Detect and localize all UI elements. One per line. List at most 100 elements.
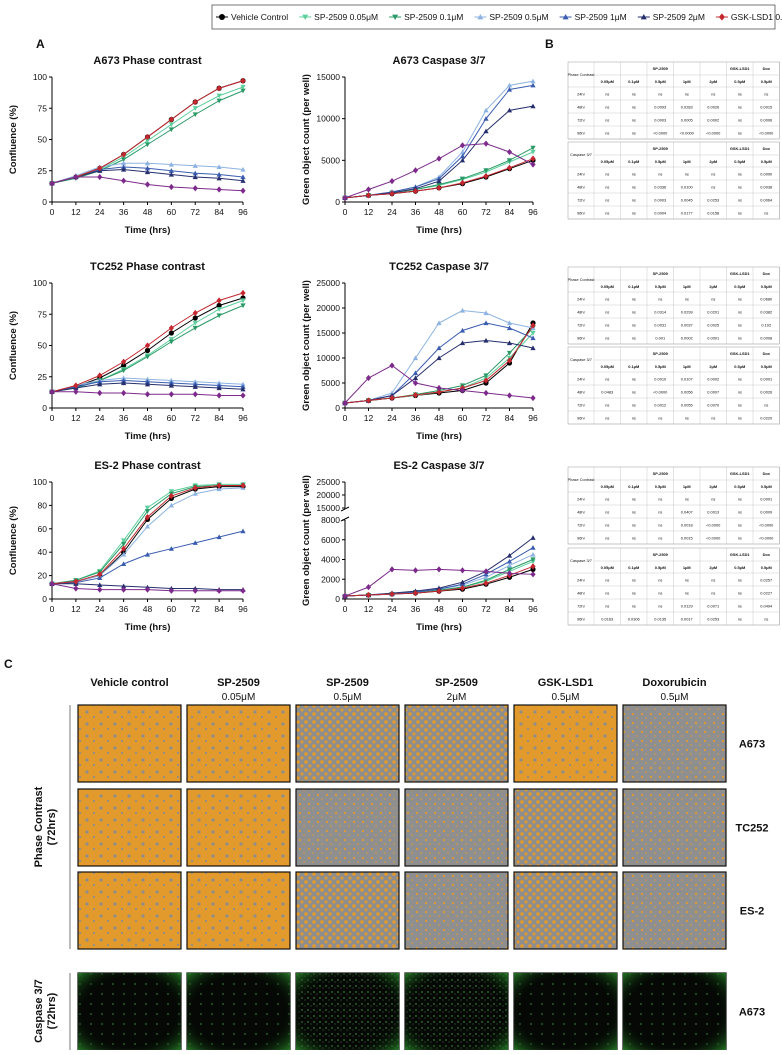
y-tick-label: 60 [38, 524, 48, 534]
marker [144, 509, 151, 514]
y-tick-label: 10000 [316, 114, 340, 124]
marker [121, 375, 127, 381]
table-group: GSK-LSD1 [730, 552, 751, 557]
micrograph [77, 871, 182, 950]
marker [192, 309, 198, 317]
table-column: 0.5μM [655, 364, 666, 369]
table-cell: 0.0177 [681, 211, 693, 216]
marker [365, 192, 372, 199]
marker [192, 484, 198, 491]
table-cell: 0.102 [761, 323, 771, 328]
marker [240, 178, 246, 183]
table-cell: ns [632, 497, 636, 502]
marker [240, 298, 246, 304]
table-group: Dox [763, 351, 771, 356]
table-cell: ns [632, 377, 636, 382]
table-row-label: 72hr [577, 403, 585, 408]
table-column: 0.5μM [734, 284, 745, 289]
table-cell: ns [738, 523, 742, 528]
table-border [567, 466, 780, 545]
marker [459, 567, 466, 574]
marker [144, 160, 151, 166]
x-tick-label: 36 [119, 413, 129, 423]
table-cell: 0.0314 [654, 310, 667, 315]
marker [168, 587, 174, 594]
table-cell: ns [685, 92, 689, 97]
table-column: 0.05μM [601, 565, 614, 570]
table-cell: ns [605, 172, 609, 177]
y-tick-label: 0 [42, 594, 47, 604]
table-cell: ns [738, 497, 742, 502]
marker [73, 173, 79, 181]
table-row-label: 48hr [577, 105, 585, 110]
table-cell: ns [632, 211, 636, 216]
marker [506, 567, 513, 572]
marker [121, 164, 127, 170]
y-tick-label: 10000 [316, 353, 340, 363]
marker [506, 107, 513, 113]
y-tick-label: 5000 [321, 378, 340, 388]
y-tick-label: 75 [38, 309, 48, 319]
marker [459, 307, 466, 313]
marker [506, 552, 513, 558]
table-cell: 0.0071 [707, 604, 719, 609]
marker [459, 387, 466, 394]
y-axis-label: Confluence (%) [8, 105, 19, 174]
table-column: 0.5μM [655, 284, 666, 289]
marker [436, 566, 442, 573]
table-cell: 0.0012 [654, 403, 666, 408]
x-tick-label: 48 [434, 413, 444, 423]
table-label: Caspase 3/7 [570, 357, 592, 362]
legend-label: SP-2509 1μM [575, 12, 627, 22]
marker [144, 138, 151, 144]
marker [192, 379, 198, 384]
x-axis-label: Time (hrs) [125, 622, 171, 633]
marker [436, 345, 442, 351]
marker [192, 163, 198, 168]
marker [168, 339, 174, 345]
marker [483, 568, 489, 575]
marker [192, 587, 198, 594]
table-cell: ns [738, 617, 742, 622]
table-cell: ns [711, 172, 715, 177]
x-tick-label: 72 [481, 413, 491, 423]
marker [168, 502, 174, 508]
table-cell: ns [632, 416, 636, 421]
marker [365, 584, 372, 591]
y-axis-label: Confluence (%) [8, 311, 19, 380]
table-cell: ns [738, 310, 742, 315]
table-cell: 0.0227 [760, 591, 772, 596]
table-cell: ns [658, 510, 662, 515]
marker [389, 394, 395, 402]
table-column: 1μM [683, 484, 691, 489]
y-tick-label: 15000 [316, 328, 340, 338]
x-axis-label: Time (hrs) [125, 431, 171, 442]
table-cell: 0.0025 [707, 323, 719, 328]
x-tick-label: 12 [364, 207, 374, 217]
table-cell: ns [711, 416, 715, 421]
column-dose: 2μM [447, 692, 467, 703]
table-column: 0.5μM [734, 484, 745, 489]
series-line [51, 530, 244, 585]
table-cell: ns [738, 118, 742, 123]
table-cell: 0.0002 [681, 336, 693, 341]
table-row-label: 72hr [577, 323, 585, 328]
marker [240, 84, 246, 90]
chart-title: ES-2 Phase contrast [94, 460, 201, 472]
legend-label: SP-2509 0.05μM [314, 12, 378, 22]
marker [97, 379, 103, 384]
table-cell: ns [658, 497, 662, 502]
x-tick-label: 36 [119, 604, 129, 614]
table-cell: ns [632, 198, 636, 203]
axis-break [340, 506, 350, 512]
table-cell: ns [632, 92, 636, 97]
table-cell: ns [685, 297, 689, 302]
marker [49, 180, 55, 187]
micrograph [295, 704, 400, 783]
x-tick-label: 96 [238, 207, 248, 217]
x-tick-label: 12 [71, 207, 81, 217]
table-cell: 0.0001 [707, 336, 719, 341]
table-cell: ns [605, 604, 609, 609]
marker [121, 160, 127, 166]
y-tick-label: 100 [33, 477, 47, 487]
